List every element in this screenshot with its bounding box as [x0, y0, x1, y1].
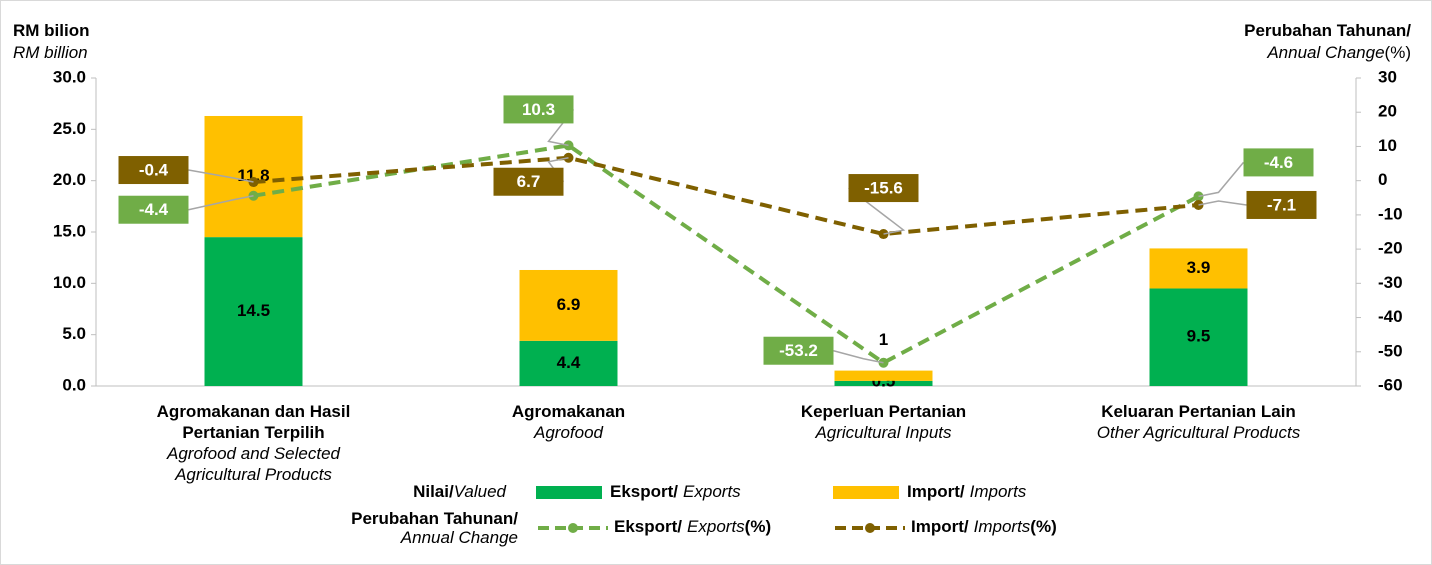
y2-tick-label: 10: [1378, 136, 1397, 155]
legend-dot: [568, 522, 578, 533]
line-label-box: [118, 195, 189, 224]
line-label: -4.6: [1264, 153, 1293, 172]
bar-label: 3.9: [1187, 258, 1211, 277]
x-tick-label: Agromakanan: [511, 402, 626, 421]
line: [253, 155, 1199, 237]
legend-bar-group-en: Valued: [453, 482, 506, 501]
legend-item: Eksport/Exports: [536, 482, 741, 502]
y2-tick-label: 30: [1378, 67, 1397, 86]
line-label-box: [1243, 148, 1314, 177]
bar-label: 9.5: [1187, 327, 1211, 346]
legend-item: Eksport/Exports(%): [536, 517, 771, 537]
line-label-box: [503, 95, 574, 124]
bar-label: 6.9: [557, 295, 581, 314]
legend-item: Import/Imports: [833, 482, 1026, 502]
line-label-box: [493, 167, 564, 196]
y-tick-label: 20.0: [53, 170, 86, 189]
line-label: 6.7: [517, 172, 541, 191]
y-tick-label: 25.0: [53, 119, 86, 138]
x-category: Agromakanan Agrofood: [419, 401, 719, 443]
line: [253, 143, 1200, 366]
line-label: -15.6: [864, 179, 903, 198]
legend-name: Eksport/: [610, 482, 679, 501]
bar: [519, 340, 618, 386]
bar-label: 14.5: [237, 301, 270, 320]
legend-item: Import/Imports(%): [833, 517, 1057, 537]
bar-label: 4.4: [557, 353, 581, 372]
y2-tick-label: 20: [1378, 102, 1397, 121]
y2-title-en: Annual Change: [1267, 43, 1385, 62]
x-tick-label-en: Other Agricultural Products: [1096, 423, 1301, 442]
y-tick-label: 15.0: [53, 221, 86, 240]
leader-line: [188, 169, 254, 183]
y2-tick-label: -40: [1378, 307, 1403, 326]
legend-line-group: Perubahan Tahunan/: [351, 509, 518, 528]
bar: [519, 269, 618, 341]
legend-swatch: [833, 486, 899, 500]
y-title: RM bilion: [13, 21, 90, 40]
line-label-box: [118, 156, 189, 185]
legend-name-en: Exports: [687, 517, 745, 536]
x-tick-label-en: Agrofood and Selected Agricultural Produ…: [167, 444, 340, 484]
bar: [834, 370, 933, 381]
leader-line: [1198, 200, 1247, 206]
legend-dot: [865, 522, 875, 533]
y2-tick-label: -20: [1378, 239, 1403, 258]
bar: [204, 115, 303, 238]
x-tick-label: Keperluan Pertanian: [800, 402, 967, 421]
legend-unit: (%): [1030, 517, 1057, 536]
y-tick-label: 5.0: [62, 324, 86, 343]
legend-name-en: Imports: [969, 482, 1027, 501]
legend-name: Eksport/: [614, 517, 683, 536]
y2-tick-label: 0: [1378, 170, 1387, 189]
bar: [834, 380, 933, 386]
x-tick-label-en: Agrofood: [534, 423, 603, 442]
legend-name: Import/: [907, 482, 965, 501]
x-tick-label-en: Agricultural Inputs: [815, 423, 952, 442]
y2-unit: (%): [1384, 43, 1411, 62]
y-title-en: RM billion: [13, 43, 88, 62]
legend-name: Import/: [911, 517, 969, 536]
y2-tick-label: -30: [1378, 273, 1403, 292]
y2-subtitle: Annual Change(%): [1267, 43, 1411, 63]
y2-title: Perubahan Tahunan/: [1244, 21, 1411, 40]
line-label: -53.2: [779, 341, 818, 360]
x-category: Agromakanan dan Hasil Pertanian Terpilih…: [104, 401, 404, 485]
line-label: -0.4: [139, 161, 169, 180]
bar: [204, 237, 303, 386]
line-label-box: [763, 336, 834, 365]
y2-tick-label: -60: [1378, 375, 1403, 394]
legend-swatch: [538, 522, 608, 533]
bar-label: 1: [879, 330, 888, 349]
legend-bar-group: Nilai/Valued: [413, 482, 506, 502]
y-tick-label: 10.0: [53, 273, 86, 292]
leader-line: [188, 194, 254, 211]
y-tick-label: 0.0: [62, 375, 86, 394]
legend-unit: (%): [744, 517, 772, 536]
leader-line: [1198, 161, 1245, 198]
line-label-box: [1246, 190, 1317, 219]
leader-line: [833, 350, 884, 364]
legend-bar-group-ms: Nilai/: [413, 482, 454, 501]
y2-tick-label: -10: [1378, 204, 1403, 223]
legend-name-en: Imports: [973, 517, 1031, 536]
line-label: -7.1: [1267, 195, 1296, 214]
line-label: 10.3: [522, 100, 555, 119]
line-label-box: [848, 174, 919, 203]
y2-tick-label: -50: [1378, 341, 1403, 360]
legend-line-group-en: Annual Change: [400, 528, 518, 547]
y-tick-label: 30.0: [53, 67, 86, 86]
x-category: Keluaran Pertanian Lain Other Agricultura…: [1049, 401, 1349, 443]
line-label: -4.4: [139, 200, 169, 219]
x-tick-label: Agromakanan dan Hasil Pertanian Terpilih: [156, 402, 351, 442]
bar: [1149, 248, 1248, 289]
legend-swatch: [536, 486, 602, 500]
legend-name-en: Exports: [683, 482, 741, 501]
x-tick-label: Keluaran Pertanian Lain: [1101, 402, 1296, 421]
x-category: Keperluan Pertanian Agricultural Inputs: [734, 401, 1034, 443]
legend-swatch: [835, 522, 905, 533]
bar: [1149, 288, 1248, 386]
